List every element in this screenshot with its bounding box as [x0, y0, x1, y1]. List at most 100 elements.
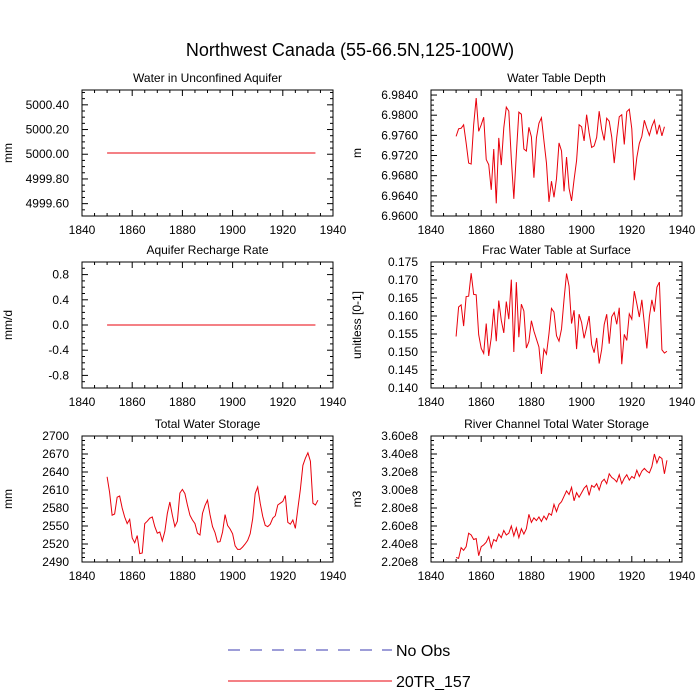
legend-label-20tr-157: 20TR_157	[396, 674, 471, 691]
x-tick-label: 1840	[418, 569, 445, 583]
y-tick-label: 2550	[42, 519, 69, 533]
y-tick-label: 5000.00	[26, 147, 70, 161]
panel-total-water-storage: Total Water Storage 1840 1860 1880 1900 1920 1…	[1, 417, 347, 583]
x-tick-label: 1920	[618, 569, 645, 583]
y-tick-label: 6.9800	[381, 108, 418, 122]
y-tick-label: 6.9640	[381, 189, 418, 203]
y-tick-label: -0.4	[48, 343, 69, 357]
y-tick-label: 2580	[42, 501, 69, 515]
x-tick-label: 1880	[518, 395, 545, 409]
x-tick-label: 1900	[568, 223, 595, 237]
y-tick-label: 6.9760	[381, 128, 418, 142]
panel-title: Water in Unconfined Aquifer	[133, 71, 282, 85]
x-tick-label: 1860	[119, 223, 146, 237]
x-tick-label: 1860	[119, 395, 146, 409]
y-tick-label: 5000.20	[26, 123, 70, 137]
y-axis-label: unitless [0-1]	[350, 291, 364, 359]
y-tick-label: 0.160	[388, 309, 418, 323]
y-tick-label: 2670	[42, 447, 69, 461]
x-tick-label: 1920	[618, 223, 645, 237]
y-tick-label: -0.8	[48, 368, 69, 382]
x-tick-label: 1880	[518, 569, 545, 583]
legend: No Obs 20TR_157	[228, 643, 471, 691]
y-tick-label: 5000.40	[26, 98, 70, 112]
plot-frame	[81, 435, 334, 563]
plot-frame	[430, 89, 683, 217]
x-tick-label: 1840	[418, 395, 445, 409]
panel-water-in-unconfined-aquifer: Water in Unconfined Aquifer 1840 1860 1880 1…	[1, 71, 347, 237]
x-tick-label: 1940	[320, 395, 347, 409]
x-tick-label: 1900	[219, 223, 246, 237]
y-tick-label: 2700	[42, 429, 69, 443]
x-tick-label: 1860	[119, 569, 146, 583]
x-tick-label: 1840	[69, 223, 96, 237]
y-tick-label: 2610	[42, 483, 69, 497]
x-tick-label: 1920	[618, 395, 645, 409]
y-tick-label: 2640	[42, 465, 69, 479]
y-tick-label: 2.20e8	[381, 555, 418, 569]
panel-title: Frac Water Table at Surface	[482, 243, 631, 257]
x-tick-label: 1880	[518, 223, 545, 237]
y-tick-label: 2.60e8	[381, 519, 418, 533]
x-tick-label: 1860	[468, 395, 495, 409]
x-tick-label: 1900	[568, 395, 595, 409]
panel-water-table-depth: Water Table Depth 1840 1860 1880 1900 1920 194…	[350, 71, 696, 237]
y-axis-label: mm	[1, 143, 15, 163]
y-tick-label: 0.8	[52, 268, 69, 282]
x-tick-label: 1940	[320, 223, 347, 237]
y-tick-label: 2490	[42, 555, 69, 569]
panel-aquifer-recharge-rate: Aquifer Recharge Rate 1840 1860 1880 1900 192…	[1, 243, 347, 409]
x-tick-label: 1940	[669, 223, 696, 237]
y-tick-label: 3.20e8	[381, 465, 418, 479]
x-tick-label: 1900	[219, 395, 246, 409]
panel-title: Water Table Depth	[507, 71, 606, 85]
x-tick-label: 1900	[568, 569, 595, 583]
panel-title: Total Water Storage	[155, 417, 261, 431]
y-tick-label: 2.80e8	[381, 501, 418, 515]
y-tick-label: 0.0	[52, 318, 69, 332]
y-axis-label: m3	[350, 490, 364, 507]
series-line-20tr-157	[106, 451, 319, 555]
series-line-20tr-157	[455, 453, 668, 560]
x-tick-label: 1920	[269, 395, 296, 409]
x-tick-label: 1860	[468, 569, 495, 583]
y-tick-label: 3.40e8	[381, 447, 418, 461]
x-tick-label: 1880	[169, 395, 196, 409]
panel-river-channel-total-water-storage: River Channel Total Water Storage 1840 186…	[350, 417, 696, 583]
y-tick-label: 4999.80	[26, 172, 70, 186]
plot-frame	[430, 435, 683, 563]
x-tick-label: 1840	[69, 395, 96, 409]
y-tick-label: 0.165	[388, 291, 418, 305]
y-tick-label: 0.145	[388, 363, 418, 377]
y-tick-label: 3.60e8	[381, 429, 418, 443]
x-tick-label: 1920	[269, 569, 296, 583]
y-tick-label: 6.9680	[381, 169, 418, 183]
y-tick-label: 2.40e8	[381, 537, 418, 551]
x-tick-label: 1840	[69, 569, 96, 583]
x-tick-label: 1940	[320, 569, 347, 583]
y-axis-label: m	[350, 148, 364, 158]
x-tick-label: 1840	[418, 223, 445, 237]
y-tick-label: 3.00e8	[381, 483, 418, 497]
y-tick-label: 0.150	[388, 345, 418, 359]
panel-frac-water-table-at-surface: Frac Water Table at Surface 1840 1860 1880 1…	[350, 243, 696, 409]
figure-title: Northwest Canada (55-66.5N,125-100W)	[186, 40, 514, 60]
y-tick-label: 0.170	[388, 273, 418, 287]
y-tick-label: 0.4	[52, 293, 69, 307]
y-axis-label: mm	[1, 489, 15, 509]
panel-title: Aquifer Recharge Rate	[146, 243, 268, 257]
series-line-20tr-157	[455, 98, 665, 204]
legend-label-no-obs: No Obs	[396, 643, 450, 660]
y-axis-label: mm/d	[1, 310, 15, 340]
x-tick-label: 1880	[169, 569, 196, 583]
y-tick-label: 6.9600	[381, 209, 418, 223]
y-tick-label: 0.140	[388, 381, 418, 395]
y-tick-label: 0.155	[388, 327, 418, 341]
y-tick-label: 6.9720	[381, 149, 418, 163]
x-tick-label: 1880	[169, 223, 196, 237]
x-tick-label: 1940	[669, 569, 696, 583]
x-tick-label: 1920	[269, 223, 296, 237]
panel-title: River Channel Total Water Storage	[464, 417, 649, 431]
y-tick-label: 6.9840	[381, 88, 418, 102]
